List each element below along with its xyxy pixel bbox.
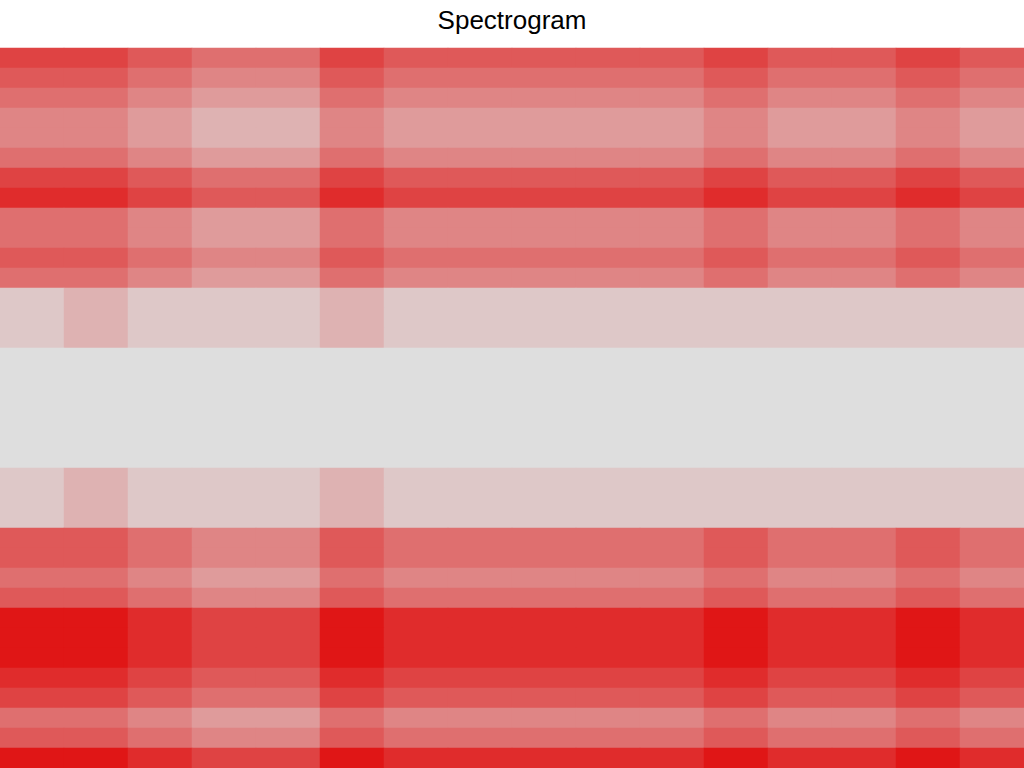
svg-text:Spectrogram: Spectrogram [438,5,587,35]
